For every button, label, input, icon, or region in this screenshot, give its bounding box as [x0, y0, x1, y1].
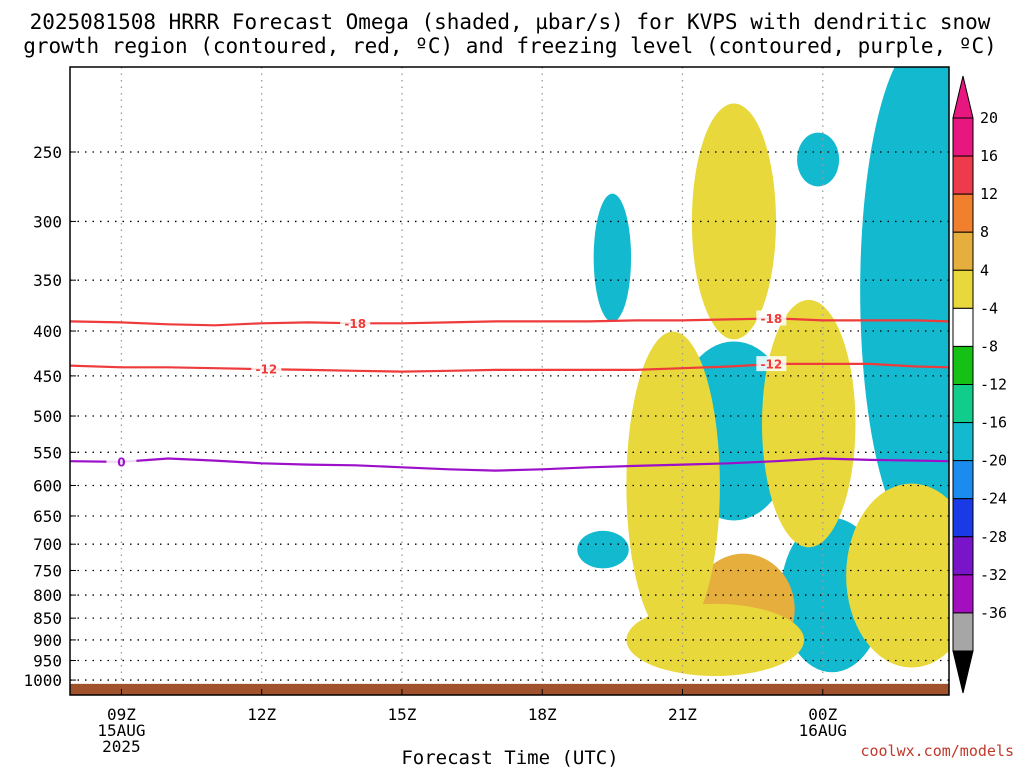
x-tick-label: 18Z [528, 705, 557, 724]
y-tick-label: 900 [33, 631, 62, 650]
omega-region [626, 331, 720, 640]
y-tick-label: 350 [33, 271, 62, 290]
surface-band [70, 683, 949, 695]
y-tick-label: 850 [33, 609, 62, 628]
omega-region [846, 483, 949, 668]
colorbar-swatch [952, 384, 974, 424]
y-tick-label: 300 [33, 212, 62, 231]
colorbar-tick-label: -20 [980, 452, 1007, 470]
colorbar-bottom-arrow [952, 650, 974, 694]
colorbar-tick-label: 12 [980, 185, 998, 203]
omega-region [761, 299, 856, 548]
x-tick-label: 15AUG [97, 721, 145, 740]
colorbar-tick-label: 16 [980, 147, 998, 165]
isotherm-label-background [340, 315, 371, 331]
colorbar-tick-label: -36 [980, 604, 1007, 622]
x-tick-label: 21Z [668, 705, 697, 724]
y-tick-label: 250 [33, 143, 62, 162]
colorbar-swatch [952, 117, 974, 157]
isotherm-label-background [756, 310, 787, 326]
colorbar-tick-label: -4 [980, 299, 998, 317]
colorbar-tick-label: -12 [980, 376, 1007, 394]
colorbar-tick-label: 20 [980, 109, 998, 127]
colorbar-tick-label: 8 [980, 223, 989, 241]
colorbar-swatch [952, 155, 974, 195]
colorbar-tick-label: -24 [980, 490, 1007, 508]
temperature-contours: -18 -18 -12 -12 0 [70, 310, 949, 472]
omega-region [577, 530, 629, 569]
isotherm-label-background [756, 356, 787, 372]
colorbar-swatch [952, 193, 974, 233]
colorbar-tick-label: -32 [980, 566, 1007, 584]
colorbar-swatch [952, 422, 974, 462]
y-tick-label: 800 [33, 586, 62, 605]
grid-lines [70, 67, 949, 695]
colorbar-tick-label: -28 [980, 528, 1007, 546]
isotherm-label: 0 [117, 455, 125, 469]
x-tick-label: 2025 [102, 737, 141, 756]
isotherm-label: -12 [256, 363, 278, 377]
isotherm-label-background [251, 361, 282, 377]
y-tick-label: 650 [33, 507, 62, 526]
colorbar-swatch [952, 345, 974, 385]
y-tick-label: 1000 [23, 671, 62, 690]
x-tick-label: 16AUG [799, 721, 847, 740]
isotherm-label-background [106, 453, 137, 469]
y-tick-label: 950 [33, 652, 62, 671]
colorbar-swatch [952, 269, 974, 309]
colorbar-tick-label: -8 [980, 337, 998, 355]
omega-region [797, 132, 840, 187]
x-tick-label: 00Z [808, 705, 837, 724]
y-tick-label: 700 [33, 535, 62, 554]
chart-title-line-1: 2025081508 HRRR Forecast Omega (shaded, … [30, 10, 991, 34]
x-tick-label: 15Z [388, 705, 417, 724]
isotherm-line [70, 362, 949, 373]
colorbar-swatch [952, 307, 974, 347]
colorbar-swatch [952, 612, 974, 652]
omega-region [691, 103, 777, 340]
y-tick-label: 550 [33, 443, 62, 462]
colorbar-swatch [952, 498, 974, 538]
colorbar-tick-label: -16 [980, 414, 1007, 432]
y-tick-label: 500 [33, 407, 62, 426]
y-tick-label: 450 [33, 367, 62, 386]
y-tick-label: 600 [33, 476, 62, 495]
y-axis-ticks: 250 300 350 400 450 500 550 600 650 700 750 800 850 9… [23, 143, 76, 690]
y-tick-label: 750 [33, 561, 62, 580]
x-tick-label: 12Z [247, 705, 276, 724]
colorbar-swatch [952, 460, 974, 500]
colorbar-swatch [952, 231, 974, 271]
omega-region [860, 67, 949, 546]
isotherm-label: -18 [760, 312, 782, 326]
isotherm-label: -18 [344, 317, 366, 331]
colorbar-swatch [952, 574, 974, 614]
plot-area: -18 -18 -12 -12 0 [69, 66, 950, 696]
omega-region [593, 193, 632, 322]
colorbar: 20 16 12 8 4 -4 -8 -12 -16 -20 -24 -28 -32 -36 [952, 75, 1007, 694]
isotherm-line [70, 457, 949, 472]
x-tick-label: 09Z [107, 705, 136, 724]
plot-frame [69, 66, 950, 696]
colorbar-swatch [952, 536, 974, 576]
colorbar-tick-label: 4 [980, 261, 989, 279]
y-tick-label: 400 [33, 322, 62, 341]
isotherm-line [70, 317, 949, 327]
x-axis-label: Forecast Time (UTC) [401, 747, 618, 768]
credit-text: coolwx.com/models [860, 742, 1014, 760]
chart-title-line-2: growth region (contoured, red, ºC) and f… [23, 34, 997, 58]
isotherm-label: -12 [760, 358, 782, 372]
colorbar-top-arrow [952, 75, 974, 119]
